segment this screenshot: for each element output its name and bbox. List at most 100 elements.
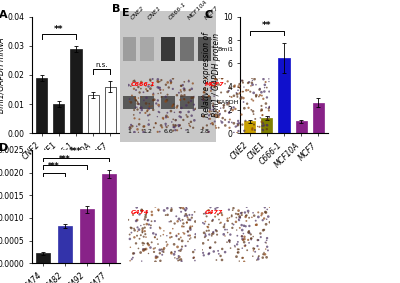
- Point: [174, 256, 180, 261]
- Point: [132, 98, 139, 102]
- Point: [245, 106, 252, 110]
- Text: 1: 1: [185, 128, 189, 134]
- Point: [154, 255, 161, 259]
- Point: [231, 93, 237, 98]
- Point: [155, 207, 162, 212]
- Point: [172, 118, 179, 123]
- Point: [246, 80, 252, 84]
- Point: [249, 215, 255, 220]
- Point: [238, 96, 244, 101]
- Point: [144, 89, 150, 93]
- Point: [172, 128, 178, 132]
- Bar: [140, 96, 154, 109]
- Point: [204, 229, 210, 233]
- Point: [202, 82, 209, 86]
- Point: [144, 89, 151, 93]
- Bar: [296, 121, 307, 133]
- Point: [134, 127, 141, 132]
- Point: [125, 218, 132, 222]
- Point: [236, 218, 242, 222]
- Point: [251, 246, 258, 251]
- Point: [246, 215, 252, 220]
- Point: [131, 87, 137, 91]
- Point: [180, 94, 186, 98]
- Point: [244, 101, 250, 106]
- Point: [156, 86, 162, 90]
- Point: [242, 119, 249, 123]
- Point: [251, 247, 257, 251]
- Point: [234, 95, 240, 99]
- Bar: [140, 37, 154, 61]
- Point: [140, 124, 147, 129]
- Point: [262, 210, 268, 214]
- Point: [143, 84, 149, 88]
- Point: [144, 108, 151, 113]
- Point: [170, 87, 176, 91]
- Point: [171, 125, 178, 129]
- Point: [192, 210, 198, 214]
- Bar: [70, 49, 82, 133]
- Point: [142, 111, 149, 115]
- Point: [239, 234, 245, 238]
- Bar: [123, 96, 136, 109]
- Point: [153, 256, 159, 260]
- Point: [222, 117, 228, 122]
- Point: [164, 80, 171, 85]
- Point: [135, 85, 142, 89]
- Point: [152, 219, 158, 223]
- Point: [261, 228, 267, 232]
- Point: [140, 130, 147, 134]
- Point: [216, 108, 222, 113]
- Point: [127, 245, 134, 250]
- Point: [220, 104, 227, 108]
- Bar: [105, 87, 116, 133]
- Point: [143, 95, 150, 100]
- Point: [186, 110, 192, 114]
- Point: [135, 101, 141, 106]
- Point: [200, 250, 206, 255]
- Point: [191, 102, 197, 107]
- Point: [127, 124, 133, 129]
- Point: [210, 218, 216, 222]
- Point: [139, 128, 146, 132]
- Point: [250, 98, 256, 103]
- Point: [148, 240, 155, 245]
- Point: [155, 110, 162, 114]
- Point: [142, 217, 148, 222]
- Point: [168, 251, 174, 256]
- Point: [179, 239, 185, 243]
- Point: [235, 217, 242, 221]
- Point: [178, 88, 184, 92]
- Point: [238, 223, 245, 227]
- Point: [234, 233, 240, 238]
- Point: [230, 222, 237, 227]
- Point: [216, 76, 222, 80]
- Point: [146, 243, 152, 247]
- Point: [248, 97, 255, 102]
- Point: [178, 205, 184, 209]
- Point: [172, 123, 179, 128]
- Point: [201, 231, 207, 235]
- Point: [134, 100, 141, 104]
- Point: [161, 208, 167, 213]
- Y-axis label: Relative expression of
Bmi1/GAPDH mRNA: Relative expression of Bmi1/GAPDH mRNA: [0, 33, 6, 117]
- Point: [250, 211, 256, 215]
- Point: [226, 101, 232, 105]
- Point: [138, 207, 145, 212]
- Point: [136, 237, 143, 241]
- Point: [221, 223, 228, 227]
- Point: [182, 208, 188, 213]
- Point: [227, 246, 234, 250]
- Point: [210, 103, 216, 108]
- Point: [254, 244, 261, 248]
- Point: [144, 241, 151, 246]
- Bar: [180, 96, 194, 109]
- Point: [248, 108, 254, 112]
- Point: [130, 113, 137, 117]
- Point: [167, 235, 173, 240]
- Point: [137, 106, 143, 110]
- Point: [258, 104, 265, 108]
- Point: [134, 218, 140, 222]
- Point: [233, 220, 239, 224]
- Point: [140, 247, 146, 252]
